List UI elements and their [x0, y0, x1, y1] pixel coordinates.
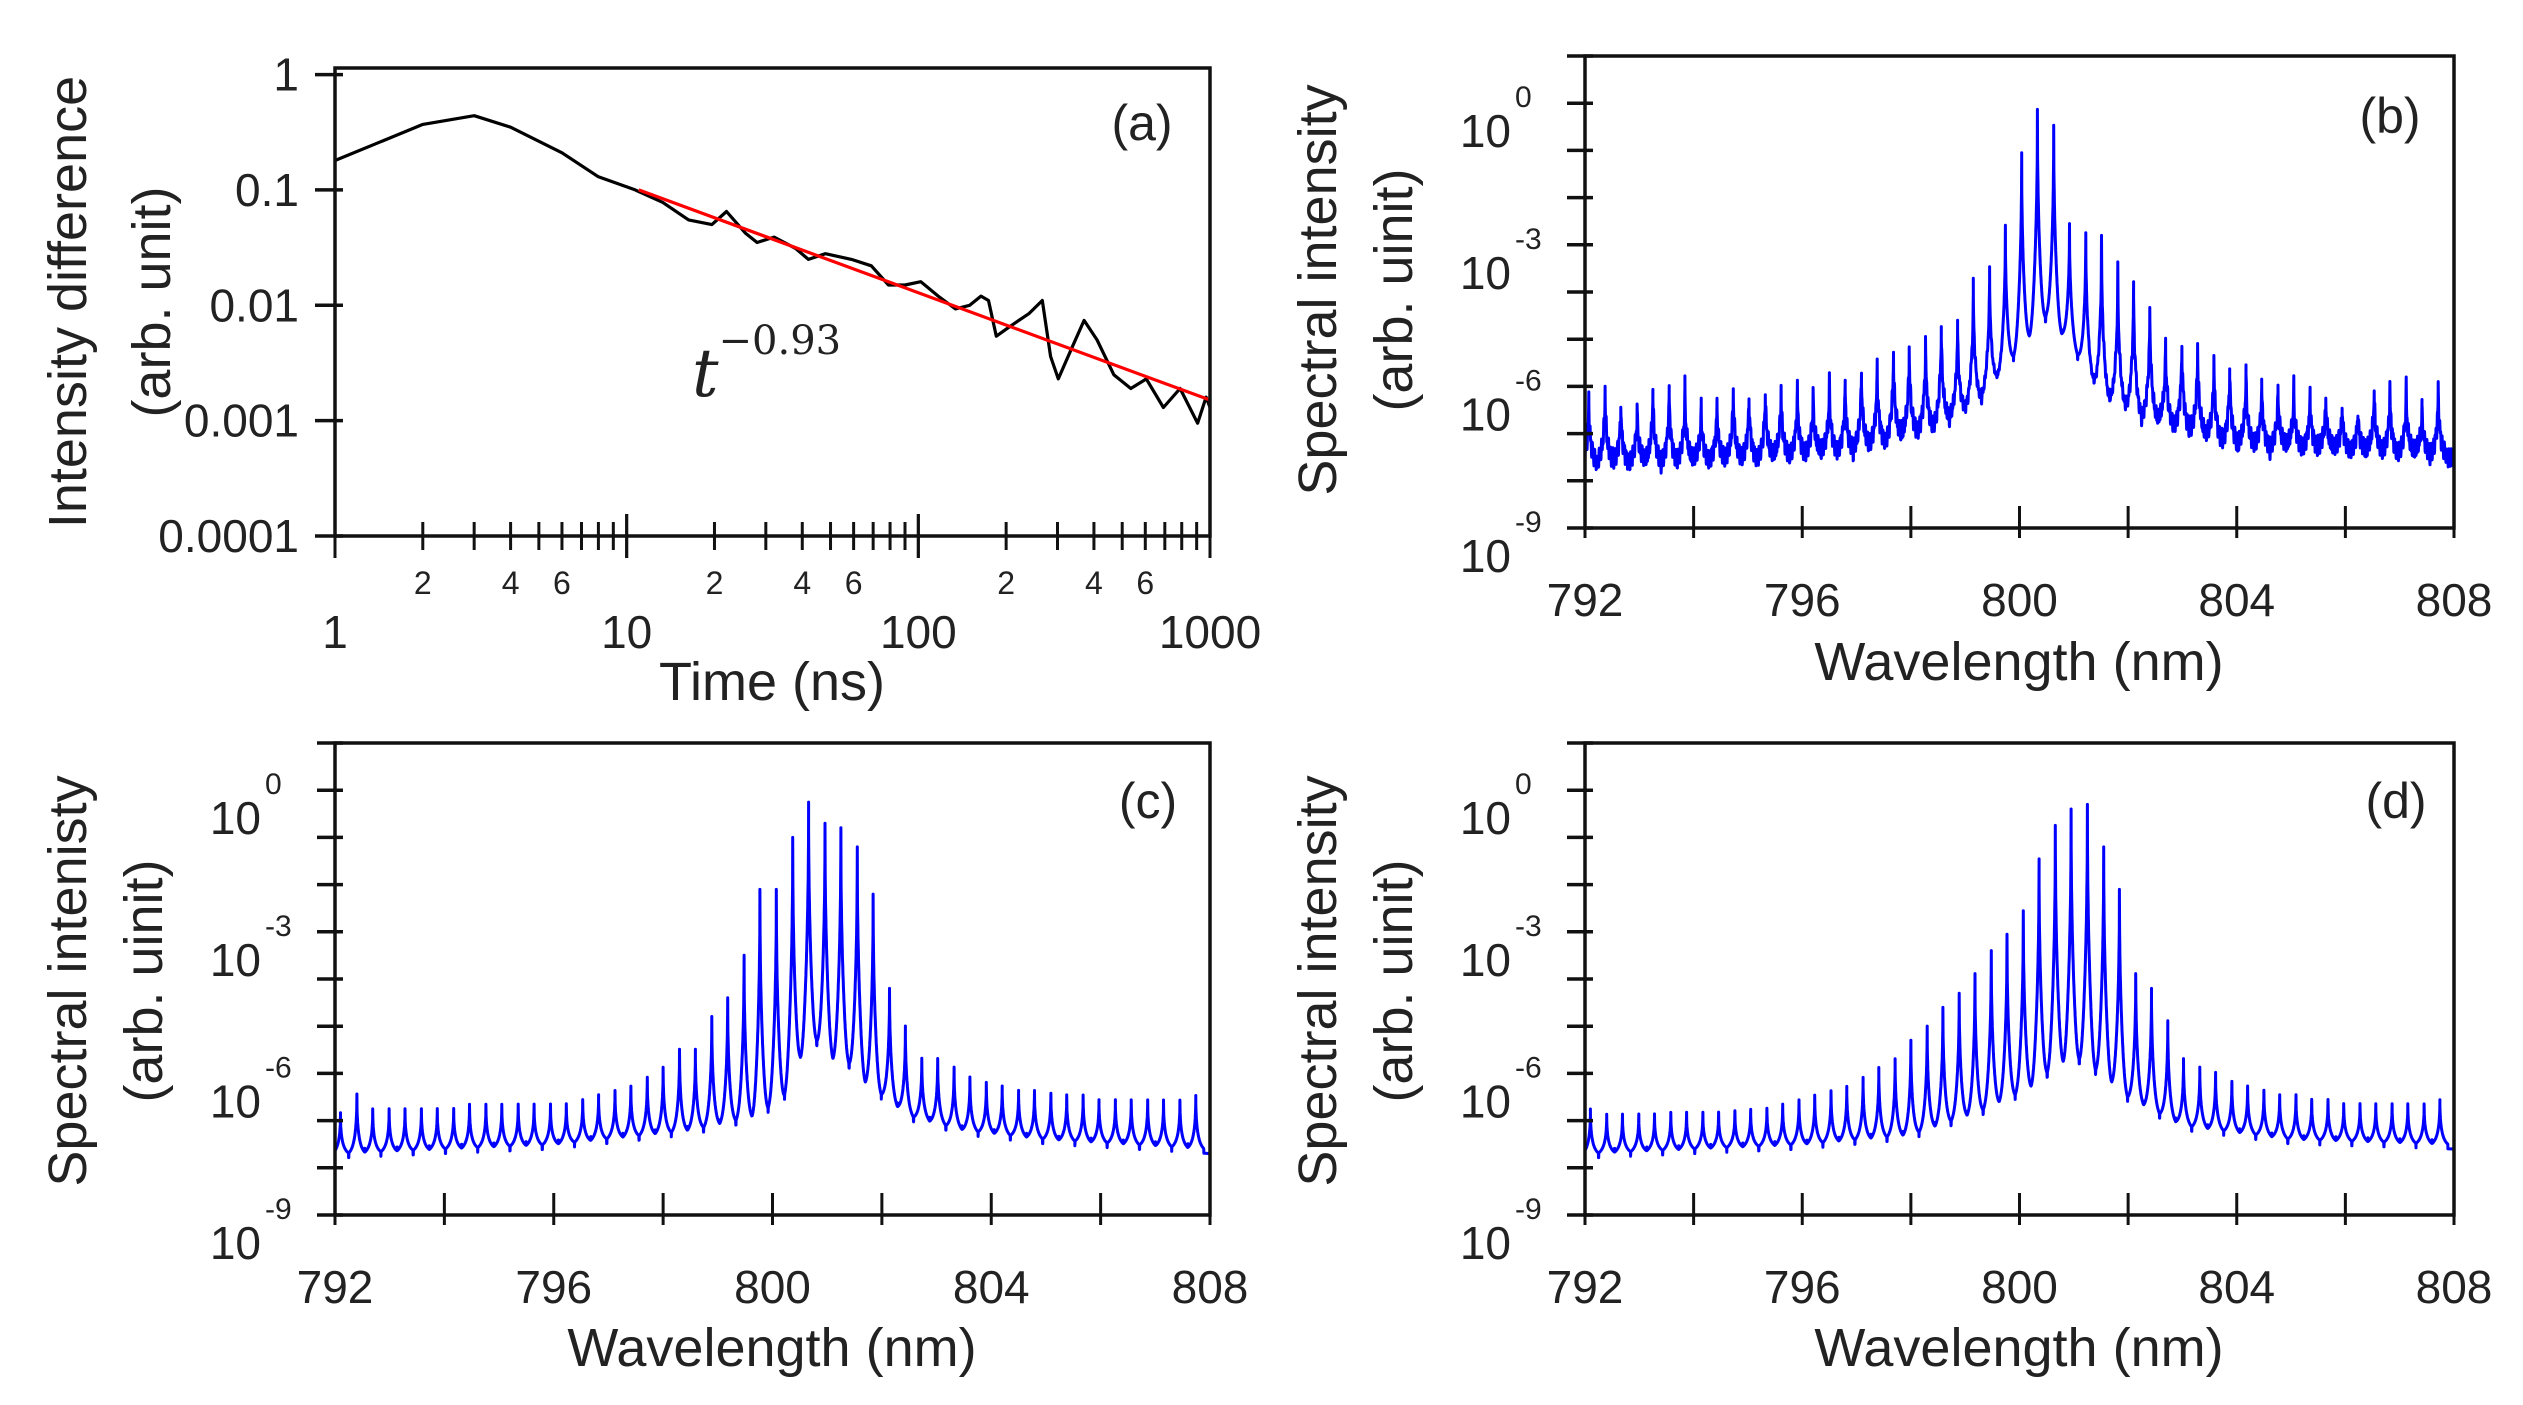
x-tick-label: 792 — [1547, 1261, 1624, 1313]
y-tick-label: 1 — [273, 49, 299, 101]
x-tick-label: 796 — [1764, 1261, 1841, 1313]
y-tick-label: 10 — [1460, 1217, 1511, 1269]
y-tick-label: 10 — [210, 934, 261, 986]
y-tick-exponent: 0 — [265, 768, 282, 801]
x-minor-tick-label: 6 — [553, 565, 571, 601]
panel-b-label: (b) — [2359, 88, 2420, 144]
x-tick-label: 800 — [1981, 574, 2058, 626]
x-tick-label: 792 — [1547, 574, 1624, 626]
y-tick-label: 10 — [1460, 934, 1511, 986]
x-minor-tick-label: 2 — [997, 565, 1015, 601]
x-tick-label: 796 — [1764, 574, 1841, 626]
panel-b: (b) Wavelength (nm) Spectral intensity (… — [1288, 84, 2421, 692]
y-tick-label: 10 — [210, 1075, 261, 1127]
y-tick-exponent: -3 — [1515, 910, 1542, 943]
y-tick-exponent: -9 — [1515, 1193, 1542, 1226]
x-tick-label: 800 — [734, 1261, 811, 1313]
panel-b-xlabel: Wavelength (nm) — [1814, 632, 2223, 692]
y-tick-label: 10 — [1460, 530, 1511, 582]
y-tick-exponent: 0 — [1515, 81, 1532, 114]
x-minor-tick-label: 4 — [793, 565, 811, 601]
panel-a-ylabel-line1: Intensity difference — [38, 76, 98, 528]
y-tick-label: 10 — [1460, 792, 1511, 844]
spectrum-curve — [1585, 107, 2454, 475]
power-law-fit-line — [638, 188, 1211, 402]
y-tick-label: 0.1 — [235, 164, 299, 216]
x-tick-label: 800 — [1981, 1261, 2058, 1313]
panel-d-ylabel-line1: Spectral intensity — [1288, 775, 1348, 1186]
x-tick-label: 792 — [297, 1261, 374, 1313]
x-tick-label: 1000 — [1159, 606, 1261, 658]
x-minor-tick-label: 6 — [1136, 565, 1154, 601]
y-tick-label: 0.0001 — [158, 510, 299, 562]
panel-d-label: (d) — [2365, 773, 2426, 829]
panel-c-label: (c) — [1119, 773, 1177, 829]
x-tick-label: 804 — [953, 1261, 1030, 1313]
x-tick-label: 808 — [2416, 1261, 2493, 1313]
x-tick-label: 1 — [322, 606, 348, 658]
panel-d-ylabel-line2: (arb. uinit) — [1364, 859, 1424, 1102]
plot-frame — [333, 66, 1212, 538]
y-tick-label: 0.01 — [209, 279, 299, 331]
y-tick-label: 10 — [210, 792, 261, 844]
x-minor-tick-label: 4 — [502, 565, 520, 601]
spectrum-curve — [1585, 802, 2454, 1160]
y-tick-exponent: -6 — [1515, 364, 1542, 397]
panel-a-xlabel: Time (ns) — [659, 652, 885, 712]
y-tick-exponent: -3 — [1515, 223, 1542, 256]
x-minor-tick-label: 4 — [1085, 565, 1103, 601]
panel-a-ylabel-line2: (arb. unit) — [122, 186, 182, 417]
y-tick-exponent: -6 — [1515, 1051, 1542, 1084]
annotation-exponent: −0.93 — [719, 318, 842, 364]
y-tick-exponent: -6 — [265, 1051, 292, 1084]
panel-c-ylabel-line1: Spectral intenisty — [38, 775, 98, 1186]
panel-d-xlabel: Wavelength (nm) — [1814, 1318, 2223, 1378]
y-tick-label: 10 — [1460, 1075, 1511, 1127]
x-tick-label: 804 — [2198, 574, 2275, 626]
x-tick-label: 808 — [1172, 1261, 1249, 1313]
x-tick-label: 100 — [880, 606, 957, 658]
spectrum-curve — [335, 800, 1210, 1160]
x-minor-tick-label: 2 — [414, 565, 432, 601]
y-tick-exponent: -9 — [265, 1193, 292, 1226]
panel-c-xlabel: Wavelength (nm) — [567, 1318, 976, 1378]
power-law-annotation: t−0.93 — [692, 318, 841, 412]
y-tick-exponent: -9 — [1515, 506, 1542, 539]
x-minor-tick-label: 2 — [706, 565, 724, 601]
x-tick-label: 796 — [515, 1261, 592, 1313]
y-tick-exponent: 0 — [1515, 768, 1532, 801]
panel-d: (d) Wavelength (nm) Spectral intensity (… — [1288, 773, 2427, 1378]
panel-b-ylabel-line2: (arb. uinit) — [1364, 168, 1424, 411]
x-tick-label: 10 — [601, 606, 652, 658]
y-tick-label: 10 — [1460, 388, 1511, 440]
decay-curve — [335, 114, 1210, 425]
annotation-base: t — [692, 335, 719, 412]
y-tick-label: 0.001 — [184, 395, 299, 447]
x-tick-label: 804 — [2198, 1261, 2275, 1313]
y-tick-label: 10 — [1460, 105, 1511, 157]
panel-b-ylabel-line1: Spectral intensity — [1288, 84, 1348, 495]
y-tick-label: 10 — [1460, 247, 1511, 299]
y-tick-exponent: -3 — [265, 910, 292, 943]
panel-c: (c) Wavelength (nm) Spectral intenisty (… — [38, 773, 1177, 1378]
x-tick-label: 808 — [2416, 574, 2493, 626]
panel-c-ylabel-line2: (arb. uinit) — [114, 859, 174, 1102]
panel-a: (a) Time (ns) Intensity difference (arb.… — [38, 76, 1173, 712]
panel-a-label: (a) — [1111, 95, 1172, 151]
x-minor-tick-label: 6 — [845, 565, 863, 601]
y-tick-label: 10 — [210, 1217, 261, 1269]
